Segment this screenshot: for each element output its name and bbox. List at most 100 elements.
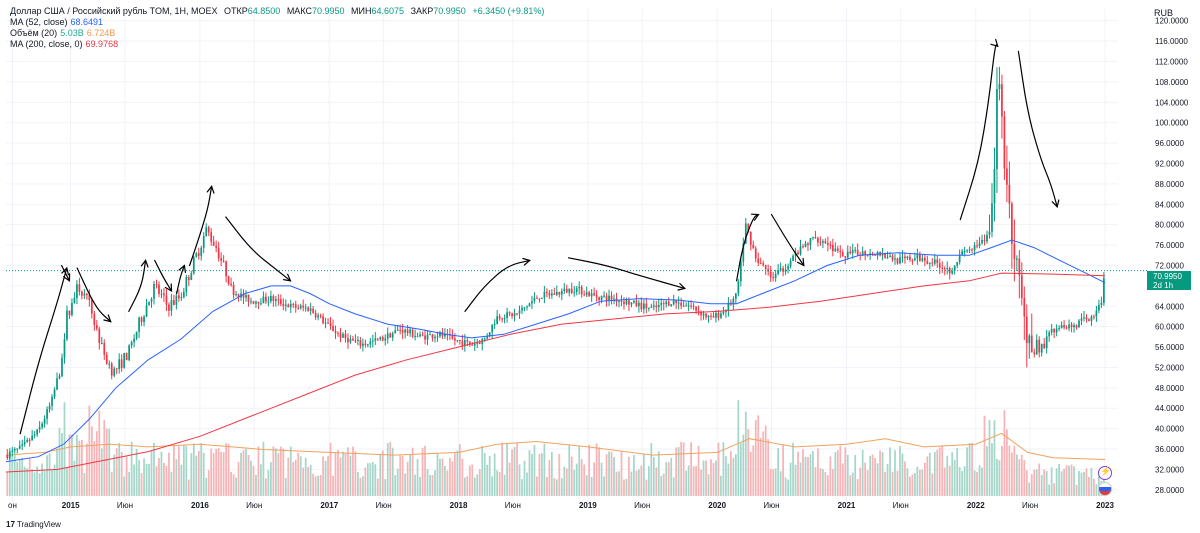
volume-bar: [541, 453, 543, 496]
candle-body: [376, 338, 379, 340]
volume-bar: [312, 473, 315, 496]
candle-body: [792, 255, 794, 261]
candle-body: [68, 310, 71, 316]
candle-body: [419, 334, 421, 337]
volume-bar: [85, 443, 88, 496]
legend-ma52-row[interactable]: MA (52, close) 68.6491: [10, 17, 544, 28]
candle-body: [133, 338, 135, 343]
candle-body: [966, 250, 968, 252]
candle-body: [220, 258, 223, 261]
candle-body: [550, 293, 553, 296]
candle-body: [700, 311, 702, 316]
volume-bar: [752, 445, 755, 496]
candle-body: [58, 376, 61, 379]
candle-body: [399, 329, 402, 331]
candle-body: [180, 297, 183, 299]
volume-bar: [921, 469, 924, 496]
candle-body: [66, 310, 68, 340]
instrument-name[interactable]: Доллар США / Российский рубль TOM, 1Н, M…: [10, 6, 218, 16]
volume-bar: [1045, 471, 1048, 496]
volume-bar: [931, 473, 934, 496]
candle-body: [1103, 278, 1105, 303]
chart-legend: Доллар США / Российский рубль TOM, 1Н, M…: [10, 6, 544, 50]
candle-body: [304, 307, 307, 309]
volume-ma-line: [5, 432, 1106, 460]
x-tick-label: он: [8, 501, 17, 510]
volume-bar: [182, 445, 185, 496]
candle-body: [339, 333, 342, 338]
candle-body: [560, 291, 563, 295]
volume-bar: [849, 475, 852, 496]
volume-bar: [232, 474, 235, 496]
candle-body: [889, 255, 891, 257]
volume-bar: [187, 479, 190, 496]
volume-bar: [600, 462, 603, 496]
annotation-arrow: [736, 213, 760, 282]
volume-bar: [744, 411, 747, 496]
us-flag-icon[interactable]: [1098, 482, 1112, 496]
candle-body: [600, 296, 603, 300]
candle-body: [548, 293, 551, 296]
legend-ma200-row[interactable]: MA (200, close, 0) 69.9768: [10, 39, 544, 50]
candle-body: [426, 334, 429, 340]
volume-bar: [274, 448, 277, 496]
volume-bar: [458, 444, 461, 496]
candle-body: [90, 299, 93, 314]
volume-bar: [103, 419, 106, 496]
candle-body: [105, 354, 108, 364]
candle-body: [642, 303, 645, 310]
volume-bar: [299, 456, 302, 496]
candle-body: [135, 331, 138, 339]
volume-bar: [468, 465, 471, 496]
volume-bar: [488, 455, 491, 496]
x-tick-label: Июн: [634, 501, 650, 510]
volume-bar: [871, 454, 874, 496]
tradingview-name: TradingView: [16, 520, 61, 529]
currency-label[interactable]: RUB: [1154, 8, 1174, 18]
candle-body: [976, 245, 978, 247]
candle-body: [725, 310, 727, 312]
candle-body: [533, 297, 536, 302]
volume-bar: [8, 450, 11, 496]
candle-body: [807, 243, 809, 246]
candle-body: [861, 251, 864, 256]
volume-bar: [628, 456, 630, 496]
candle-body: [573, 291, 576, 293]
volume-bar: [640, 465, 643, 496]
tradingview-brand[interactable]: 17 TradingView: [6, 520, 61, 529]
lightning-icon[interactable]: [1098, 466, 1112, 480]
volume-bar: [856, 479, 859, 496]
volume-bar: [553, 478, 556, 496]
candle-body: [222, 260, 225, 262]
volume-bar: [473, 477, 476, 496]
volume-bar: [749, 451, 752, 496]
volume-bar: [844, 447, 847, 496]
candle-body: [160, 293, 163, 295]
candle-body: [6, 455, 9, 459]
candle-body: [620, 300, 623, 302]
volume-bar: [192, 443, 195, 496]
volume-bar: [31, 469, 34, 496]
volume-bar: [449, 457, 451, 496]
candle-body: [165, 295, 168, 305]
volume-bar: [879, 450, 881, 496]
candle-body: [130, 342, 133, 346]
volume-bar: [461, 458, 464, 496]
volume-bar: [635, 470, 638, 496]
last-price-tag: 70.9950 2d 1h: [1147, 271, 1191, 290]
legend-volume-row[interactable]: Объём (20) 5.03B 6.724B: [10, 28, 544, 39]
volume-bar: [963, 466, 966, 496]
volume-bar: [583, 464, 586, 496]
volume-bar: [767, 439, 770, 496]
candle-body: [1063, 325, 1065, 328]
y-tick-label: 96.0000: [1155, 139, 1184, 148]
volume-bar: [660, 475, 663, 496]
volume-bar: [918, 469, 921, 496]
volume-bar: [690, 442, 692, 496]
volume-bar: [1033, 469, 1036, 496]
volume-bar: [498, 471, 501, 496]
candle-body: [836, 248, 839, 251]
volume-bar: [33, 472, 36, 496]
